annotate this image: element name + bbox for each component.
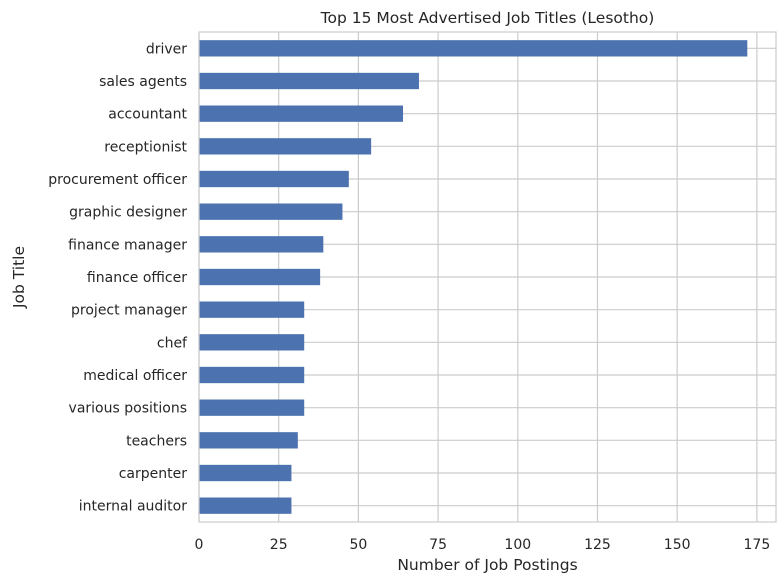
- y-tick-label: project manager: [71, 303, 187, 319]
- y-axis-label: Job Title: [10, 246, 28, 309]
- x-tick-label: 175: [744, 537, 771, 553]
- x-tick-label: 75: [429, 537, 447, 553]
- bar-project-manager: [199, 301, 305, 318]
- bars: [199, 40, 748, 514]
- y-tick-label: accountant: [108, 107, 187, 123]
- bar-graphic-designer: [199, 203, 343, 220]
- bar-finance-officer: [199, 268, 321, 286]
- y-tick-label: graphic designer: [69, 205, 187, 221]
- y-tick-label: receptionist: [104, 139, 187, 155]
- y-tick-label: finance manager: [68, 237, 187, 253]
- bar-carpenter: [199, 464, 292, 482]
- x-tick-label: 25: [270, 537, 288, 553]
- plot-frame: [198, 31, 777, 523]
- bar-chef: [199, 334, 305, 351]
- bar-finance-manager: [199, 236, 324, 253]
- y-tick-label: driver: [146, 41, 187, 57]
- chart-title: Top 15 Most Advertised Job Titles (Lesot…: [320, 9, 655, 27]
- x-axis-label: Number of Job Postings: [397, 556, 577, 574]
- bar-procurement-officer: [199, 170, 349, 188]
- x-tick-label: 100: [504, 537, 531, 553]
- bar-medical-officer: [199, 366, 305, 384]
- bar-teachers: [199, 432, 298, 449]
- y-tick-label: carpenter: [119, 466, 188, 482]
- y-tick-label: chef: [157, 335, 188, 351]
- y-tick-label: internal auditor: [79, 499, 187, 515]
- x-tick-label: 150: [664, 537, 691, 553]
- y-tick-label: procurement officer: [48, 172, 187, 188]
- x-tick-labels: 0 25 50 75 100 125 150 175: [195, 537, 771, 553]
- x-tick-label: 0: [195, 537, 204, 553]
- x-tick-label: 125: [584, 537, 611, 553]
- bar-various-positions: [199, 399, 305, 416]
- bar-internal-auditor: [199, 497, 292, 514]
- y-tick-label: teachers: [126, 433, 187, 449]
- bar-receptionist: [199, 138, 372, 155]
- y-tick-label: various positions: [69, 401, 187, 417]
- y-tick-labels: driver sales agents accountant receptionist…: [48, 41, 188, 514]
- bar-sales-agents: [199, 72, 419, 90]
- y-tick-label: finance officer: [87, 270, 187, 286]
- y-tick-label: sales agents: [99, 74, 187, 90]
- x-tick-label: 50: [349, 537, 367, 553]
- y-tick-label: medical officer: [83, 368, 187, 384]
- bar-accountant: [199, 105, 404, 122]
- bar-driver: [199, 40, 748, 57]
